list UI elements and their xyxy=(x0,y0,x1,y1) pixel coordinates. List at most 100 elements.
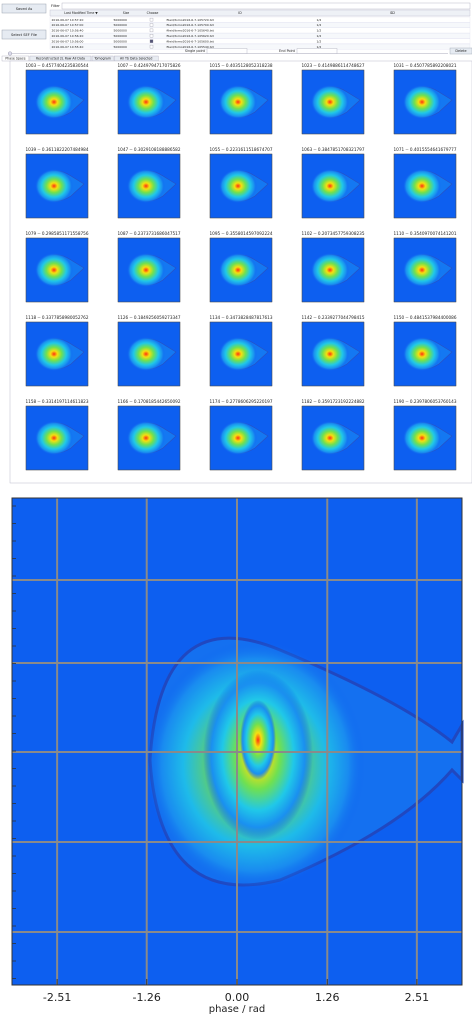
thumbnail-title: 1071 -- 0.4015554641679777 xyxy=(394,147,457,152)
checkbox[interactable] xyxy=(150,24,153,27)
table-cell: 1/2 xyxy=(317,29,322,33)
checkbox[interactable] xyxy=(150,18,153,21)
thumbnail-blob xyxy=(403,169,441,203)
thumbnail-title: 1158 -- 0.3314197114611823 xyxy=(26,399,89,404)
checkbox[interactable] xyxy=(150,34,153,37)
table-cell: 5000000 xyxy=(114,29,127,33)
table-cell: 5000000 xyxy=(114,45,127,49)
slider-thumb[interactable] xyxy=(8,52,12,56)
thumbnail-blob xyxy=(219,85,257,119)
thumbnail-blob xyxy=(311,85,349,119)
thumbnail-blob xyxy=(403,421,441,455)
x-tick-label: 1.26 xyxy=(315,991,340,1004)
screen: Saved As Select SEF File Filter Last Modifi… xyxy=(0,0,472,1017)
thumbnail-title: 1126 -- 0.1849256059273347 xyxy=(118,315,181,320)
thumbnail-title: 1150 -- 0.4841537984400086 xyxy=(394,315,457,320)
column-header[interactable]: Last Modified Time ▼ xyxy=(64,11,98,15)
thumbnail-title: 1174 -- 0.2778606295220197 xyxy=(210,399,273,404)
plot-hot-spot xyxy=(240,700,276,780)
table-cell: 2016-06-07 10:56:00 xyxy=(52,39,84,43)
checkbox[interactable] xyxy=(150,29,153,32)
thumbnail-blob xyxy=(127,85,165,119)
thumbnail-blob xyxy=(219,337,257,371)
thumbnail-title: 1039 -- 0.3611822207484984 xyxy=(26,147,89,152)
table-cell: 1/2 xyxy=(317,39,322,43)
x-axis-label: phase / rad xyxy=(209,1004,266,1015)
table-cell: 5000000 xyxy=(114,39,127,43)
thumbnail-title: 1031 -- 0.4507785892208021 xyxy=(394,63,457,68)
x-tick-label: 0.00 xyxy=(225,991,250,1004)
thumbnail-title: 1118 -- 0.3377858980052762 xyxy=(26,315,89,320)
tab-label[interactable]: Tomogram xyxy=(93,57,111,61)
thumbnail-blob xyxy=(35,337,73,371)
thumbnail-blob xyxy=(403,337,441,371)
end-point-label: End Point xyxy=(279,49,296,53)
button-label[interactable]: Select SEF File xyxy=(11,33,38,37)
thumbnail-blob xyxy=(219,421,257,455)
table-cell: fileid/tomo2016-6-7-105700.txt xyxy=(167,23,215,27)
thumbnail-title: 1055 -- 0.2231611518674707 xyxy=(210,147,273,152)
thumbnail-title: 1142 -- 0.2339277044798415 xyxy=(302,315,365,320)
thumbnail-title: 1023 -- 0.4149886114748627 xyxy=(302,63,365,68)
tab-label[interactable]: All Tb Data Selected xyxy=(120,57,152,61)
thumbnail-title: 1110 -- 0.3540970074141201 xyxy=(394,231,457,236)
table-cell: 1/2 xyxy=(317,18,322,22)
column-header[interactable]: Size xyxy=(123,11,130,15)
checkbox[interactable] xyxy=(150,40,153,43)
thumbnail-blob xyxy=(35,421,73,455)
tab-label[interactable]: Phase Space xyxy=(5,57,25,61)
thumbnail-blob xyxy=(311,421,349,455)
thumbnail-blob xyxy=(219,169,257,203)
table-cell: 1/2 xyxy=(317,45,322,49)
table-cell: 5000000 xyxy=(114,18,127,22)
table-cell: fileid/tomo2016-6-7-105720.txt xyxy=(167,18,215,22)
column-header[interactable]: Choose xyxy=(147,11,159,15)
x-tick-label: 2.51 xyxy=(405,991,430,1004)
checkbox[interactable] xyxy=(150,45,153,48)
thumbnail-title: 1015 -- 0.4035128052318238 xyxy=(210,63,273,68)
thumbnail-title: 1087 -- 0.2373731686047517 xyxy=(118,231,181,236)
table-cell: 2016-06-07 10:55:40 xyxy=(52,45,84,49)
table-cell: 2016-06-07 10:56:20 xyxy=(52,34,84,38)
thumbnail-title: 1182 -- 0.3591723192224882 xyxy=(302,399,365,404)
thumbnail-blob xyxy=(403,253,441,287)
thumbnail-blob xyxy=(403,85,441,119)
thumbnail-title: 1063 -- 0.3847851708321797 xyxy=(302,147,365,152)
thumbnail-blob xyxy=(127,169,165,203)
thumbnail-title: 1102 -- 0.2073457759308235 xyxy=(302,231,365,236)
end-point-input[interactable] xyxy=(297,49,337,54)
thumbnail-blob xyxy=(219,253,257,287)
filter-label: Filter xyxy=(51,4,60,8)
thumbnail-title: 1190 -- 0.2397806053760143 xyxy=(394,399,457,404)
column-header[interactable]: ID xyxy=(238,11,242,15)
thumbnail-blob xyxy=(127,337,165,371)
column-header[interactable]: ID2 xyxy=(390,11,395,15)
table-cell: 5000000 xyxy=(114,23,127,27)
thumbnail-blob xyxy=(35,253,73,287)
table-header xyxy=(50,10,470,16)
thumbnail-title: 1003 -- 0.4577404235830544 xyxy=(26,63,89,68)
single-point-input[interactable] xyxy=(207,49,247,54)
thumbnail-blob xyxy=(311,253,349,287)
tab-label[interactable]: Reconstructed 2L Raw All Data xyxy=(36,57,85,61)
thumbnail-title: 1166 -- 0.1708185442650092 xyxy=(118,399,181,404)
table-cell: fileid/tomo2016-6-7-105620.txt xyxy=(167,34,215,38)
table-cell: 1/2 xyxy=(317,23,322,27)
table-cell: 2016-06-07 10:57:00 xyxy=(52,23,84,27)
delete-label[interactable]: Delete xyxy=(455,49,466,53)
thumbnail-blob xyxy=(35,169,73,203)
thumbnail-blob xyxy=(311,169,349,203)
thumbnail-title: 1047 -- 0.3029108188886582 xyxy=(118,147,181,152)
button-label[interactable]: Saved As xyxy=(16,7,33,11)
table-cell: fileid/tomo2016-6-7-105600.txt xyxy=(167,39,215,43)
filter-input[interactable] xyxy=(62,3,470,9)
thumbnail-title: 1007 -- 0.4249794717075826 xyxy=(118,63,181,68)
thumbnail-blob xyxy=(35,85,73,119)
thumbnail-blob xyxy=(127,253,165,287)
table-cell: 2016-06-07 10:57:20 xyxy=(52,18,84,22)
table-cell: 1/2 xyxy=(317,34,322,38)
thumbnail-blob xyxy=(127,421,165,455)
thumbnail-blob xyxy=(311,337,349,371)
table-cell: 5000000 xyxy=(114,34,127,38)
thumbnail-title: 1079 -- 0.2985851171558756 xyxy=(26,231,89,236)
